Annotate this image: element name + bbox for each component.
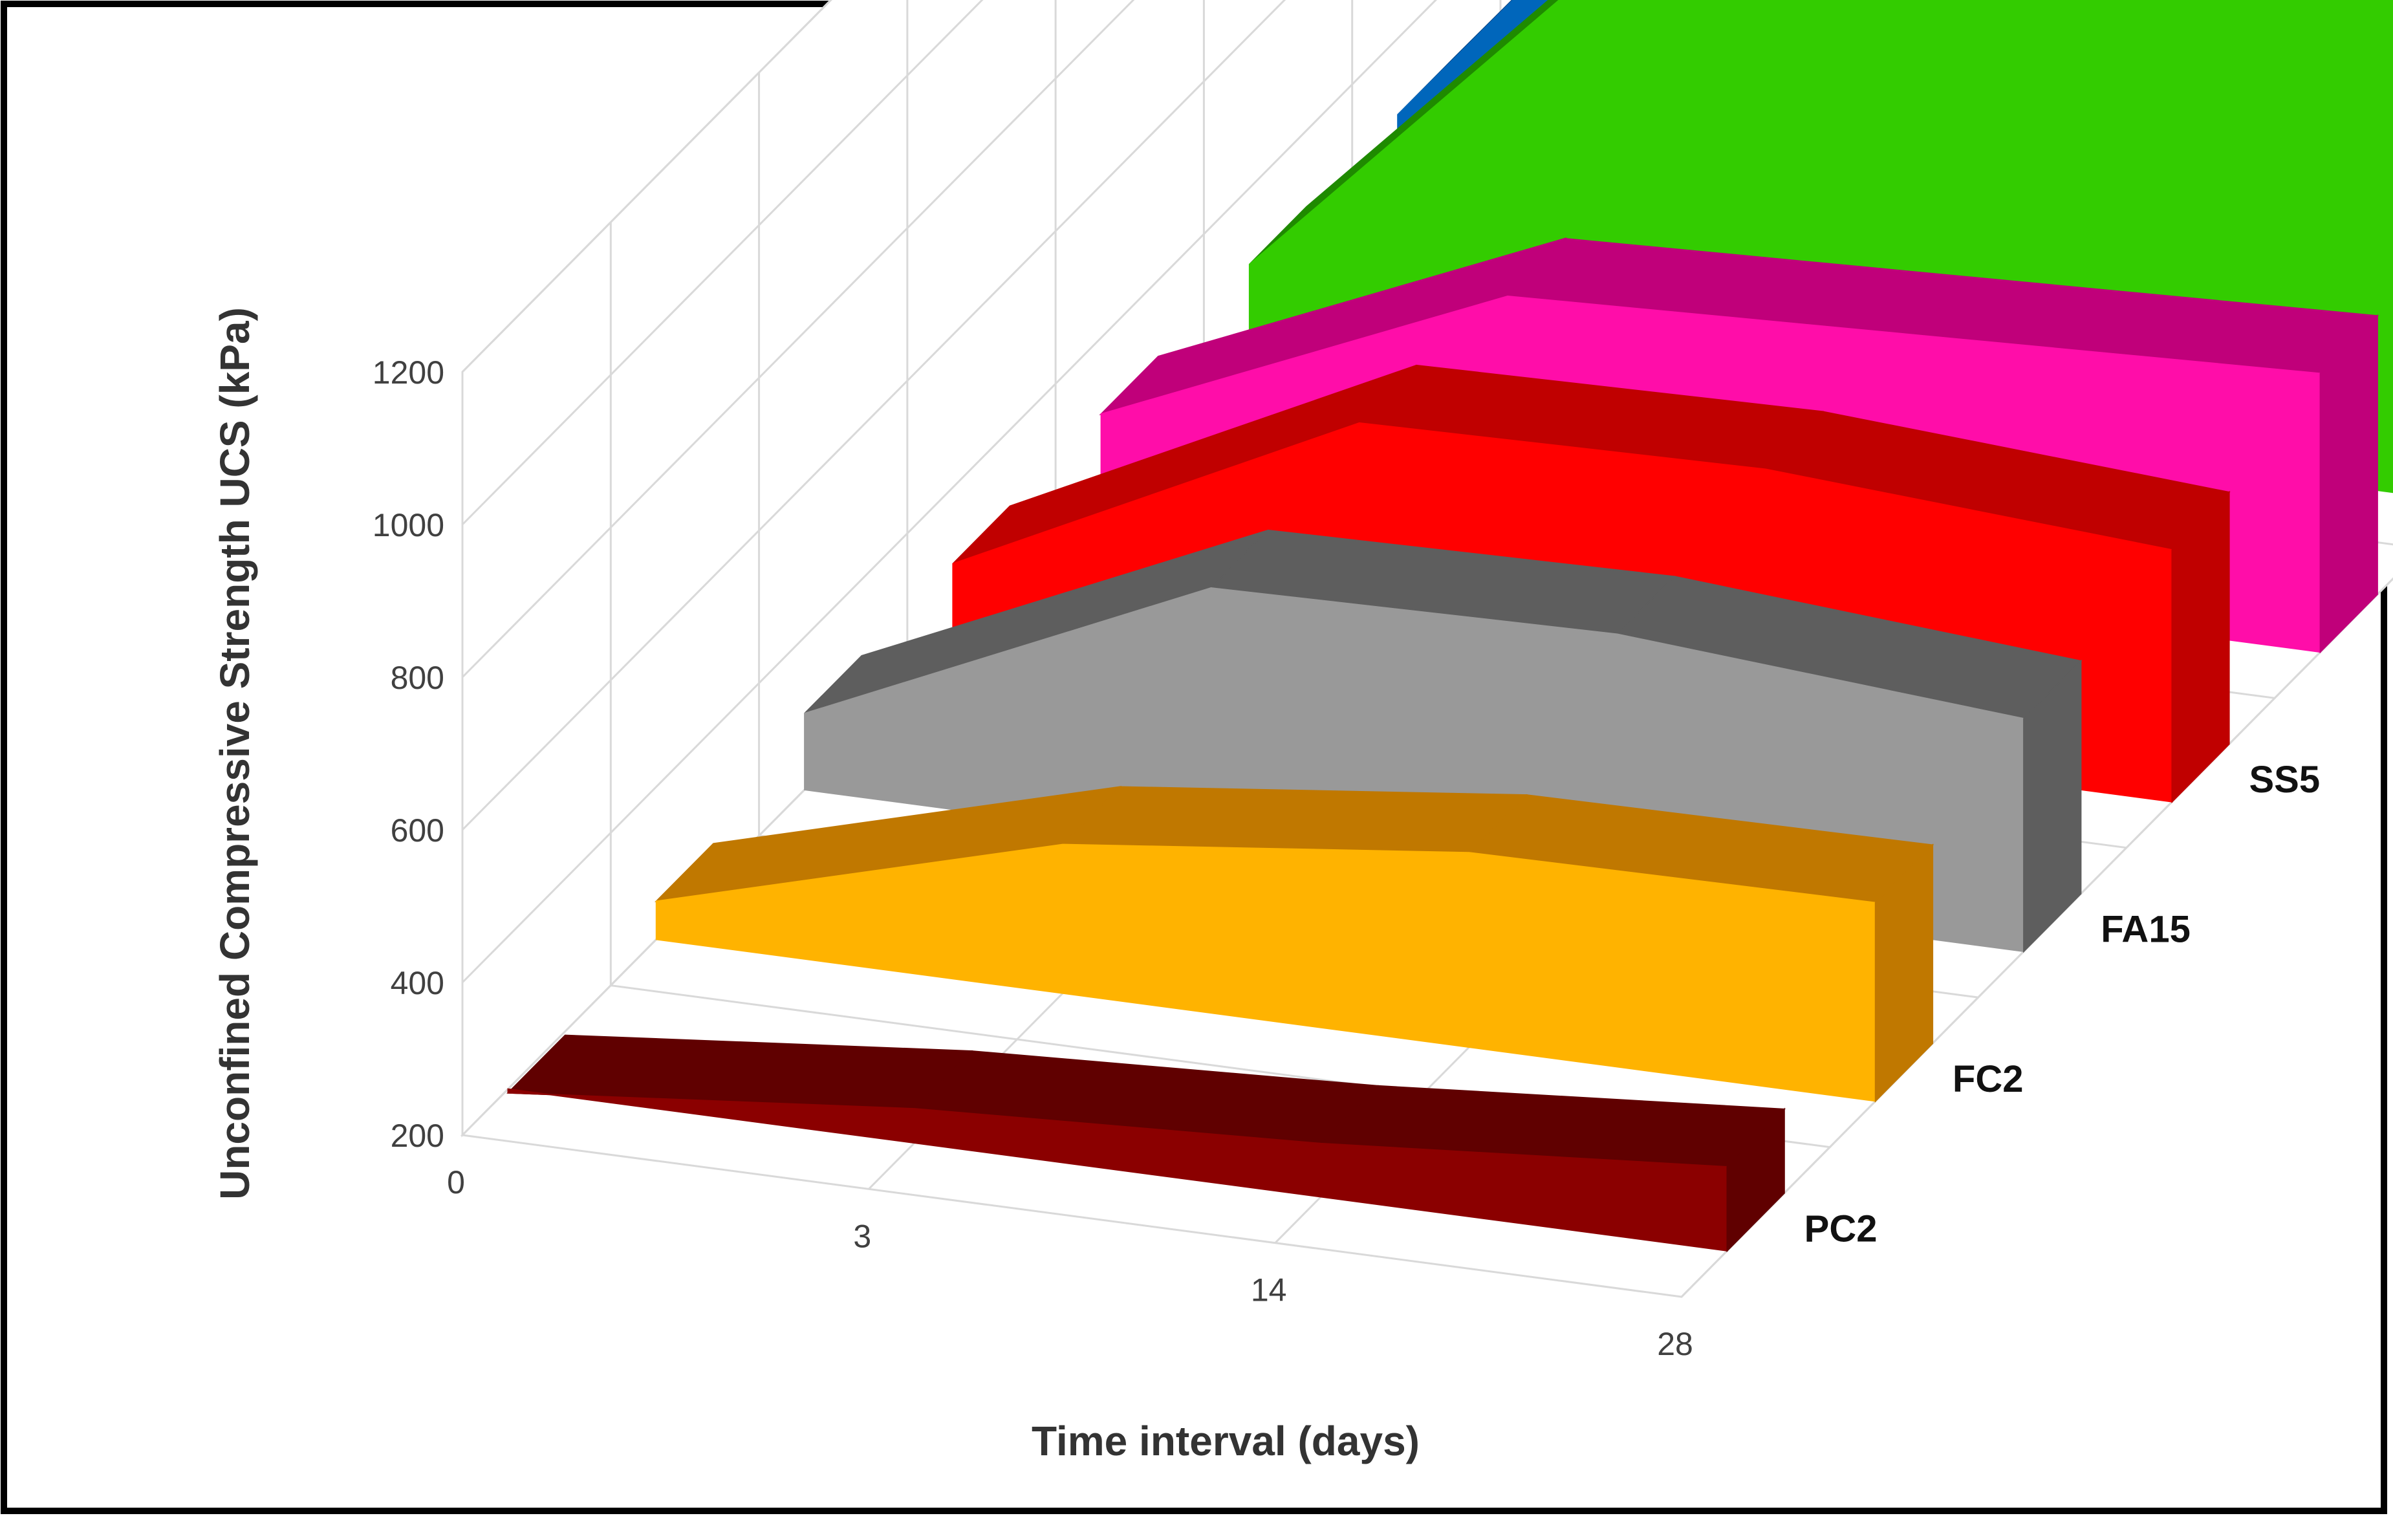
series-label: FC2 [1953,1058,2024,1100]
area-end-cc2 [2319,314,2378,654]
y-tick-label: 1200 [373,354,444,391]
x-tick-label: 14 [1251,1272,1287,1308]
x-tick-label: 28 [1657,1326,1693,1362]
value-gridline [461,0,984,526]
series-pc2 [506,1034,1786,1253]
y-tick-label: 200 [391,1118,444,1154]
series-fc2 [655,786,1934,1103]
x-tick-label: 0 [447,1164,465,1200]
y-tick-label: 1000 [373,507,444,543]
series-label: FA15 [2101,908,2191,950]
value-gridline [461,0,832,373]
value-gridline [461,0,1286,831]
x-axis-title: Time interval (days) [1032,1418,1420,1464]
y-tick-label: 400 [391,965,444,1001]
series-label: SS5 [2249,759,2321,801]
area-end-fa15 [2023,659,2082,953]
y-tick-label: 600 [391,812,444,849]
label-layer: 20040060080010001200031428L5MC5CC2SS5FA1… [373,354,2321,1362]
area-top-fc2 [1061,786,1528,854]
area-end-fc2 [1874,843,1934,1103]
series-label: PC2 [1804,1208,1878,1250]
area-end-pc2 [1726,1107,1785,1253]
y-axis-title: Unconfined Compressive Strength UCS (kPa… [211,307,258,1200]
area-end-ss5 [2171,490,2230,804]
value-gridline [461,0,1135,678]
series-layer [506,0,2393,1253]
x-tick-label: 3 [853,1218,871,1254]
y-tick-label: 800 [391,660,444,696]
